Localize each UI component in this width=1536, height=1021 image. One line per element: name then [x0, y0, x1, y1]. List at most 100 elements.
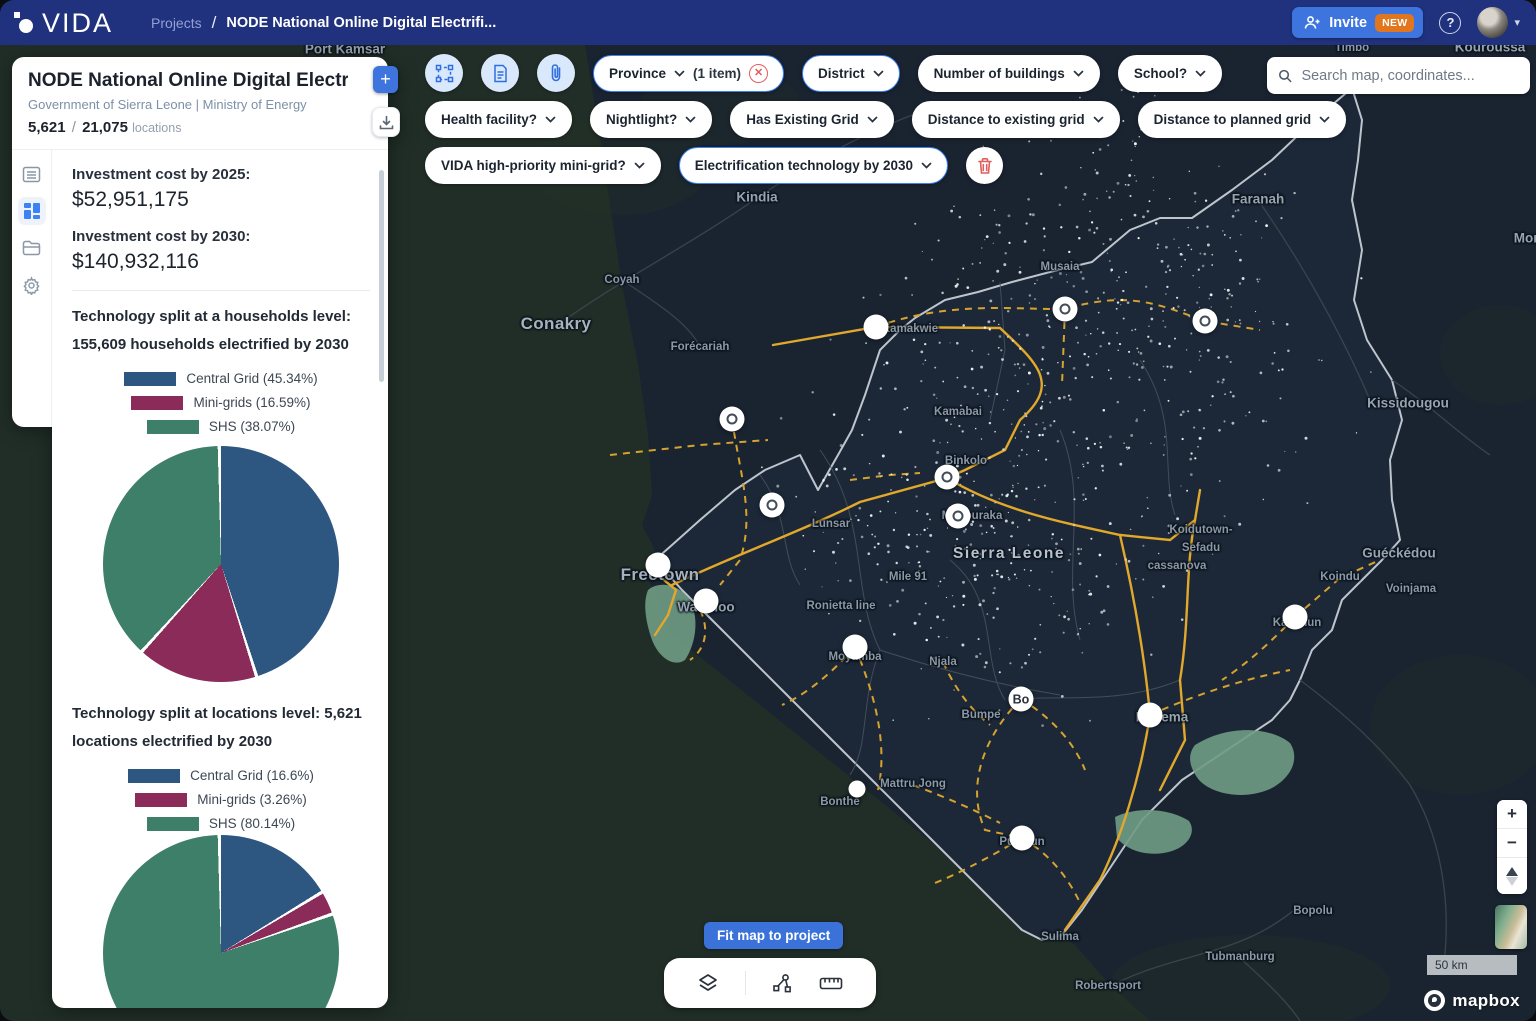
panel-scrollbar[interactable] — [379, 170, 384, 382]
filter-chip-distance-to-existing-grid[interactable]: Distance to existing grid — [911, 101, 1120, 138]
legend-label: Central Grid (16.6%) — [190, 768, 314, 783]
map-marker[interactable] — [645, 552, 671, 578]
mapbox-attribution[interactable]: mapbox — [1424, 990, 1520, 1011]
chevron-down-icon — [634, 162, 645, 169]
filter-bar: Province (1 item) ✕ District Number of build… — [425, 54, 1347, 184]
legend-swatch — [146, 816, 199, 831]
filter-chip-electrification-technology-by-2030[interactable]: Electrification technology by 2030 — [678, 147, 949, 184]
map-marker[interactable] — [863, 314, 889, 340]
project-title: NODE National Online Digital Electrif... — [28, 70, 348, 91]
filter-chip-province[interactable]: Province (1 item) ✕ — [593, 54, 785, 92]
breadcrumb-projects-link[interactable]: Projects — [151, 14, 202, 31]
filter-chip-nightlight[interactable]: Nightlight? — [590, 101, 713, 138]
map-marker[interactable] — [934, 464, 960, 490]
delete-filter-button[interactable] — [966, 147, 1004, 184]
filter-chip-label: Distance to existing grid — [927, 112, 1085, 127]
households-pie-chart — [103, 446, 339, 682]
brand-name: VIDA — [42, 7, 114, 38]
filter-chip-label: School? — [1133, 65, 1188, 81]
top-navbar: VIDA Projects / NODE National Online Dig… — [0, 0, 1536, 45]
legend-swatch — [146, 419, 199, 434]
map-marker[interactable] — [848, 780, 866, 798]
locations-total: 21,075 — [82, 119, 128, 136]
compass-south-icon — [1506, 876, 1518, 886]
panel-content: Investment cost by 2025: $52,951,175 Inv… — [52, 150, 388, 1008]
map-style-switcher[interactable] — [1495, 905, 1527, 949]
vida-logo[interactable]: VIDA — [14, 7, 114, 38]
legend-swatch — [131, 395, 184, 410]
filter-chip-label: VIDA high-priority mini-grid? — [441, 158, 626, 173]
locations-label: locations — [132, 121, 182, 135]
legend-row: SHS (38.07%) — [72, 419, 370, 434]
rail-settings-tab[interactable] — [18, 271, 46, 299]
filter-chip-label: Number of buildings — [933, 65, 1065, 81]
measure-button[interactable] — [819, 976, 843, 991]
filter-chip-school[interactable]: School? — [1117, 54, 1223, 92]
filter-chip-distance-to-planned-grid[interactable]: Distance to planned grid — [1137, 101, 1347, 138]
map-marker[interactable] — [945, 503, 971, 529]
remove-filter-icon[interactable]: ✕ — [749, 63, 769, 83]
filter-chip-number-of-buildings[interactable]: Number of buildings — [917, 54, 1100, 92]
map-marker-bo[interactable]: Bo — [1008, 686, 1034, 712]
zoom-out-button[interactable]: − — [1497, 829, 1527, 858]
map-marker[interactable] — [693, 588, 719, 614]
rail-dashboard-tab[interactable] — [17, 197, 46, 225]
folder-icon — [22, 240, 41, 256]
chevron-down-icon — [1093, 116, 1104, 123]
search-input[interactable] — [1301, 67, 1519, 84]
network-button[interactable] — [772, 973, 793, 994]
map-marker[interactable] — [1137, 702, 1163, 728]
map-marker[interactable] — [1052, 296, 1078, 322]
forest-patches — [645, 584, 1295, 854]
chevron-down-icon — [1319, 116, 1330, 123]
compass-button[interactable] — [1497, 858, 1527, 894]
paperclip-icon — [551, 64, 561, 82]
gear-icon — [23, 275, 40, 295]
map-scale: 50 km — [1427, 955, 1517, 975]
rail-files-tab[interactable] — [18, 234, 46, 262]
rail-list-tab[interactable] — [18, 160, 46, 188]
avatar — [1477, 7, 1509, 38]
filter-chip-district[interactable]: District — [802, 54, 900, 92]
help-button[interactable]: ? — [1439, 11, 1462, 34]
layers-button[interactable] — [697, 973, 719, 993]
map-marker[interactable] — [759, 492, 785, 518]
zoom-in-button[interactable]: + — [1497, 800, 1527, 829]
legend-swatch — [128, 768, 181, 783]
filter-chip-has-existing-grid[interactable]: Has Existing Grid — [730, 101, 894, 138]
map-marker[interactable] — [719, 406, 745, 432]
filter-chip-label: Province — [609, 65, 667, 81]
notes-tool[interactable] — [481, 54, 519, 92]
filter-chip-vida-high-priority-mini-grid[interactable]: VIDA high-priority mini-grid? — [425, 147, 661, 184]
account-menu[interactable]: ▾ — [1477, 7, 1520, 38]
zoom-controls: + − — [1497, 800, 1527, 894]
polygon-select-tool[interactable] — [425, 54, 463, 92]
breadcrumb: Projects / NODE National Online Digital … — [151, 13, 496, 33]
chevron-down-icon — [921, 162, 932, 169]
planned-grid-lines — [609, 299, 1381, 908]
filter-chip-health-facility[interactable]: Health facility? — [425, 101, 573, 138]
locations-pie-chart — [103, 835, 339, 1008]
households-split-title: Technology split at a households level: … — [72, 308, 351, 353]
attachment-tool[interactable] — [537, 54, 575, 92]
map-marker[interactable] — [842, 634, 868, 660]
legend-row: Central Grid (45.34%) — [72, 371, 370, 386]
document-icon — [493, 64, 507, 82]
breadcrumb-separator: / — [211, 12, 217, 32]
fit-map-button[interactable]: Fit map to project — [704, 922, 844, 949]
invite-button[interactable]: Invite NEW — [1292, 7, 1424, 38]
legend-swatch — [135, 792, 188, 807]
map-marker[interactable] — [1192, 308, 1218, 334]
add-button[interactable]: + — [373, 66, 398, 93]
locations-current: 5,621 — [28, 119, 66, 136]
locations-count: 5,621 / 21,075 locations — [28, 119, 348, 136]
filter-chip-label: Health facility? — [441, 112, 538, 127]
filter-chip-label: Distance to planned grid — [1153, 112, 1312, 127]
map-marker[interactable] — [1009, 825, 1035, 851]
toolbar-divider — [745, 971, 746, 995]
legend-row: Mini-grids (3.26%) — [72, 792, 370, 807]
question-mark-icon: ? — [1446, 15, 1455, 30]
map-marker[interactable] — [1282, 604, 1308, 630]
download-button[interactable] — [372, 107, 400, 137]
map-canvas[interactable]: Port Kamsar Timbo Kouroussa Kindia Faranah Mo… — [0, 45, 1536, 1021]
